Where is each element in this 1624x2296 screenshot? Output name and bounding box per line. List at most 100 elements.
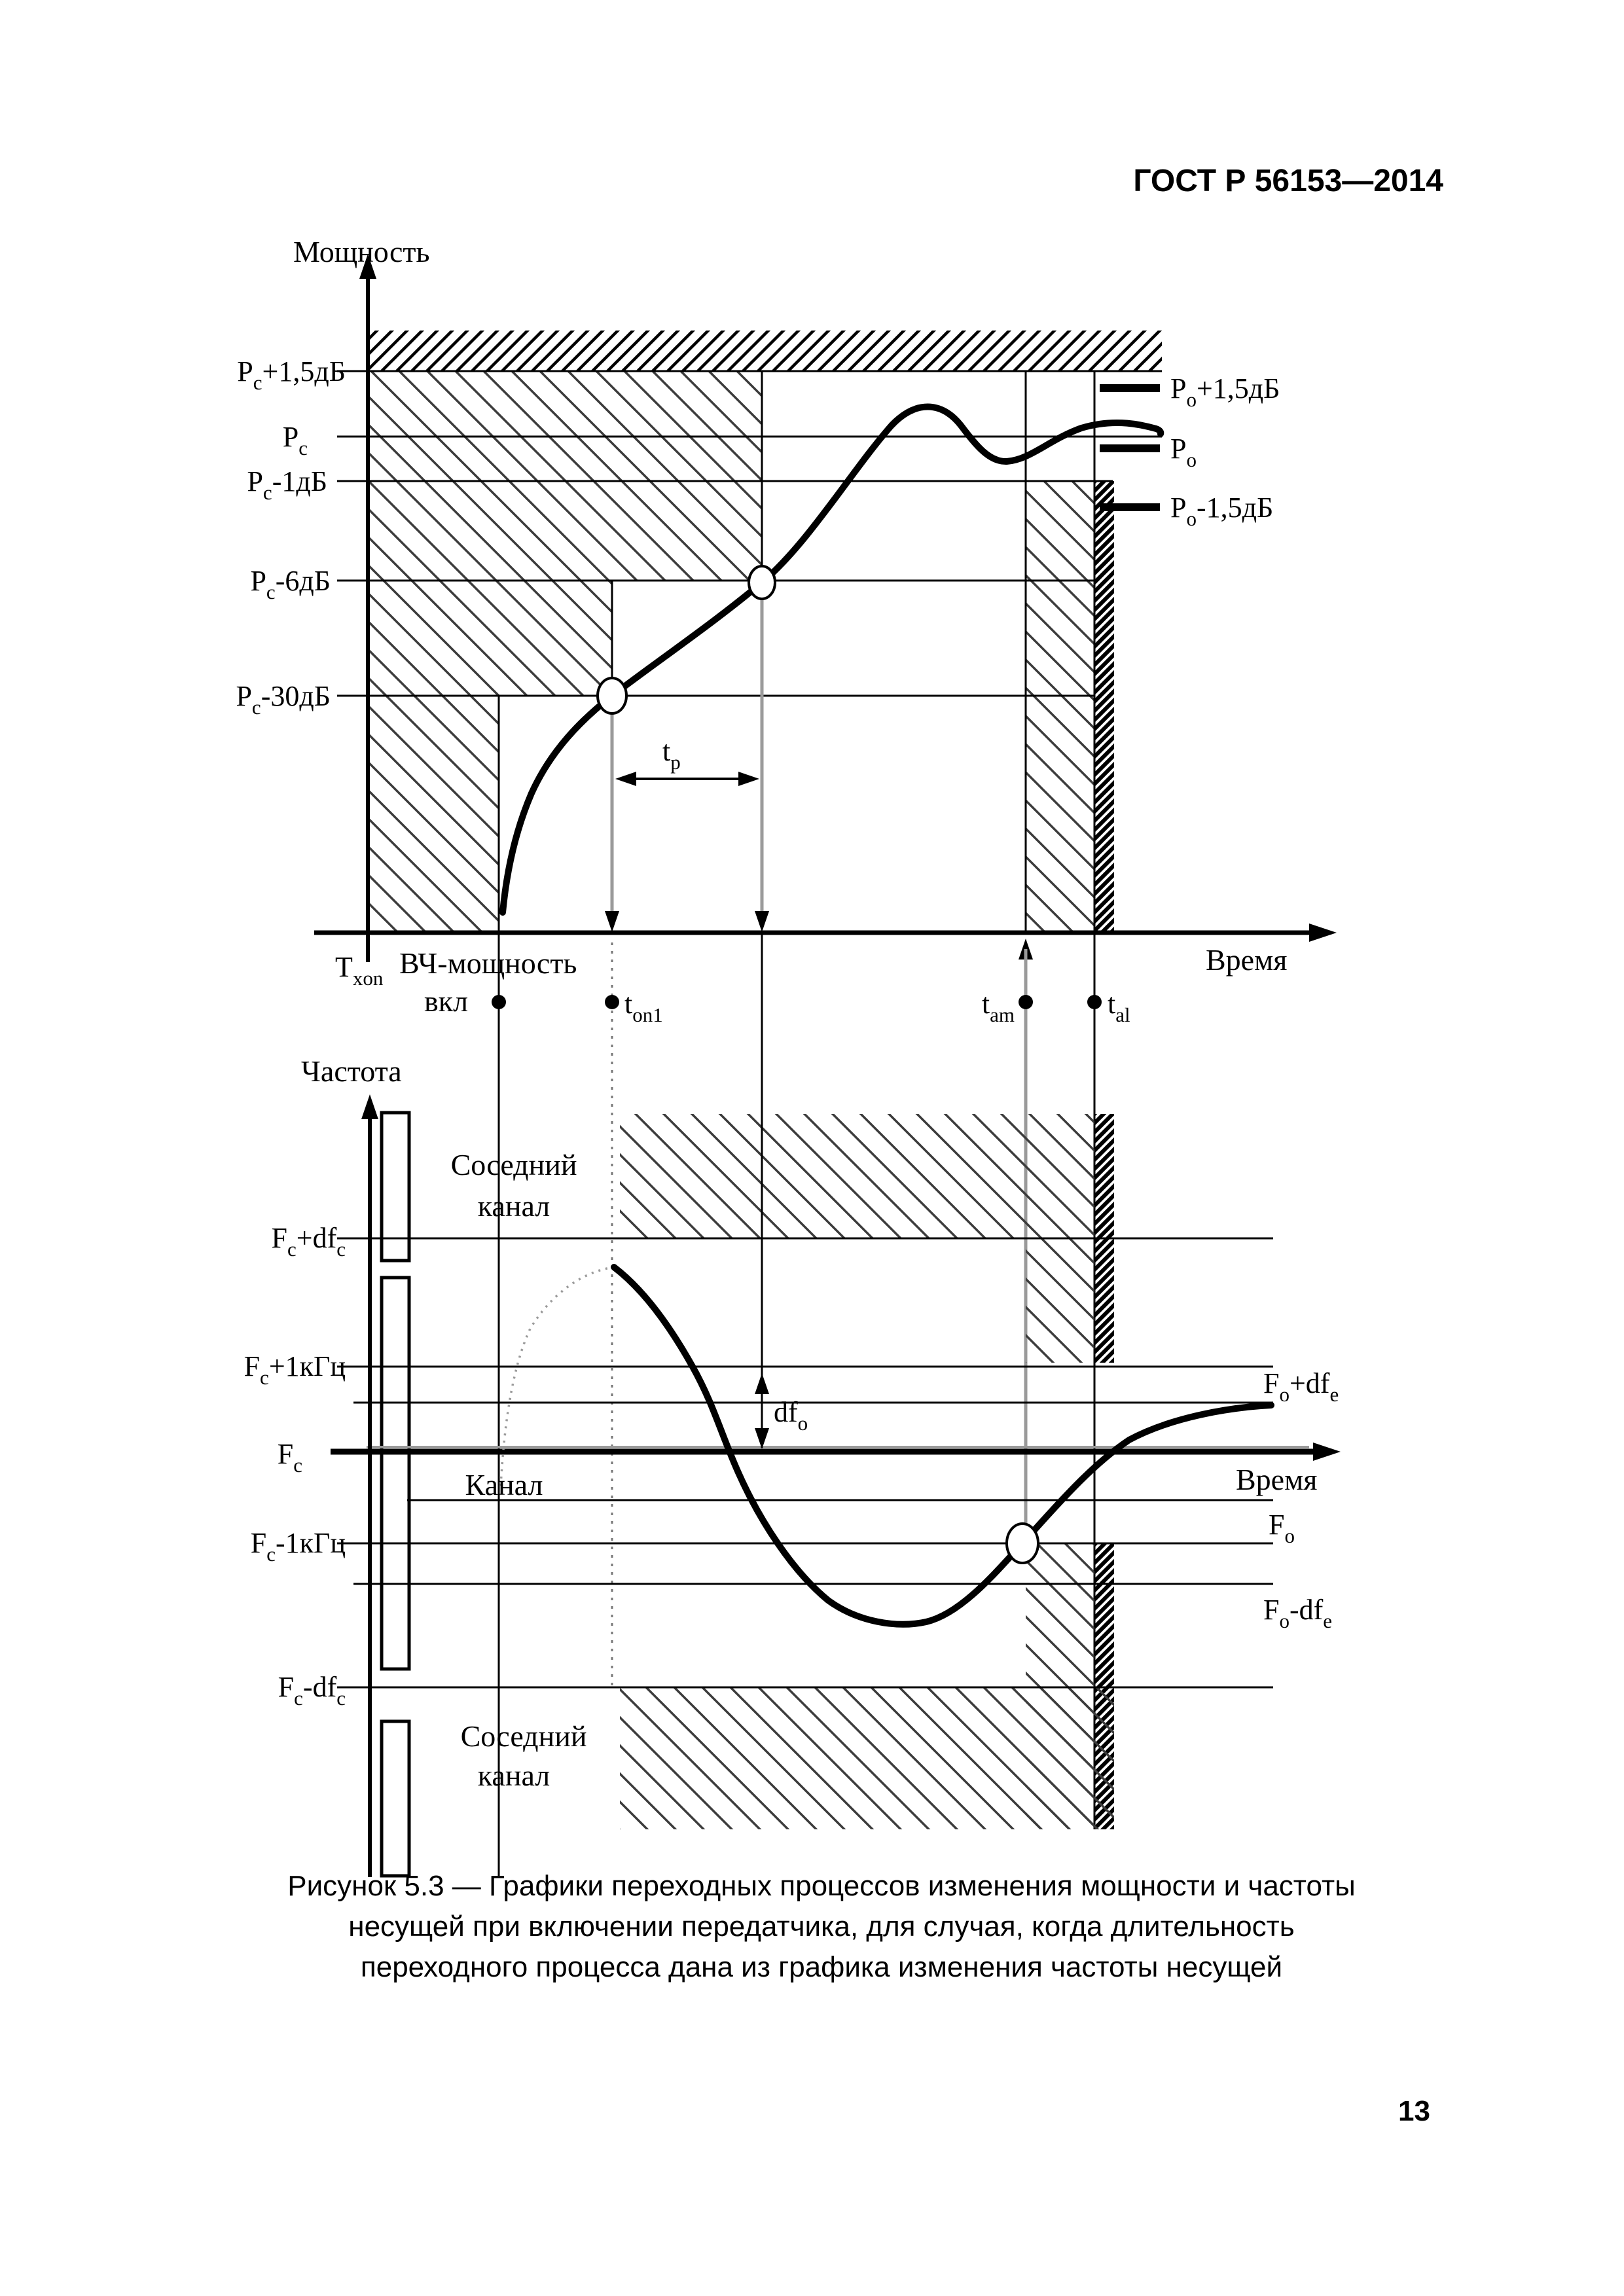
caption-line-2: несущей при включении передатчика, для с… xyxy=(348,1910,1294,1943)
adjacent-channel-top-bar xyxy=(380,1111,411,1263)
tal-sub: al xyxy=(1115,1003,1130,1026)
pc1-rest: -1дБ xyxy=(272,465,327,497)
power-y-axis-arrowhead xyxy=(359,254,376,279)
po-sub: o xyxy=(1186,448,1197,471)
ton1-down-arrowhead xyxy=(605,911,619,932)
fc-plus-dfc-label: Fc+dfc xyxy=(272,1222,346,1261)
fcdfcp-rest: +df xyxy=(297,1222,337,1254)
tam-bullet xyxy=(1019,995,1033,1009)
fo-sub: o xyxy=(1284,1524,1295,1547)
pc6-rest: -6дБ xyxy=(276,565,331,597)
freq-curve xyxy=(611,1264,1274,1628)
power-right-mask-hatch xyxy=(1026,481,1094,933)
freq-curve-dotted-rise xyxy=(499,1266,615,1486)
tp-end-down-arrowhead xyxy=(755,911,769,932)
pc15-rest: +1,5дБ xyxy=(262,355,346,387)
fodfep-sub2: e xyxy=(1329,1383,1339,1406)
fcdfcp-sub2: c xyxy=(336,1238,346,1261)
fodfep-sub: o xyxy=(1279,1383,1290,1406)
fc1km-rest: -1кГц xyxy=(276,1527,346,1559)
power-left-mask-hatch xyxy=(368,371,762,933)
po15m-base: P xyxy=(1170,492,1186,524)
fcdfcm-sub2: c xyxy=(336,1687,346,1710)
frequency-chart: Частота Время Fc+dfc Fc+1кГц Fc Fc-1кГц … xyxy=(244,933,1341,1878)
pc15-base: P xyxy=(237,355,253,387)
fc-sub: c xyxy=(293,1454,302,1477)
pc-minus-1db-label: Pc-1дБ xyxy=(247,465,327,504)
fc-base: F xyxy=(278,1438,293,1470)
adjacent-channel-bottom-label-1: Соседний xyxy=(461,1719,587,1753)
tal-label: tal xyxy=(1108,988,1130,1026)
ton1-sub: on1 xyxy=(632,1003,663,1026)
pc15-sub: c xyxy=(253,371,262,394)
channel-label: Канал xyxy=(465,1468,543,1501)
fc-minus-1khz-label: Fc-1кГц xyxy=(251,1527,346,1566)
po15-rest: +1,5дБ xyxy=(1197,372,1280,404)
power-chart: Мощность Время Pc+1,5дБ Pc Pc-1дБ Pc-6дБ… xyxy=(236,235,1337,1876)
pc-label: Pc xyxy=(283,421,308,459)
adjacent-channel-bottom-bar xyxy=(380,1719,411,1878)
dfo-up-arrowhead xyxy=(755,1373,769,1394)
po-plus-1-5db-label: Po+1,5дБ xyxy=(1170,372,1280,411)
tam-label: tam xyxy=(982,988,1015,1026)
tp-sub: p xyxy=(670,751,681,774)
dfo-base: df xyxy=(774,1396,798,1428)
tp-arrow-left-head xyxy=(615,772,636,786)
page-header: ГОСТ Р 56153—2014 xyxy=(1133,164,1443,198)
adjacent-channel-bottom-label-2: канал xyxy=(478,1759,550,1792)
power-y-axis-label: Мощность xyxy=(293,235,429,268)
figure-caption: Рисунок 5.3 — Графики переходных процесс… xyxy=(287,1870,1355,1983)
power-curve xyxy=(499,403,1164,916)
fc-minus-dfc-label: Fc-dfc xyxy=(278,1671,346,1710)
po15m-sub: o xyxy=(1186,507,1197,530)
fodfem-base: F xyxy=(1263,1594,1279,1626)
freq-adjacent-bottom-hatch xyxy=(620,1687,1114,1829)
po15m-rest: -1,5дБ xyxy=(1197,492,1273,524)
fc-label: Fc xyxy=(278,1438,302,1477)
fo-base: F xyxy=(1269,1509,1284,1541)
fcdfcp-base: F xyxy=(272,1222,287,1254)
fc1kp-rest: +1кГц xyxy=(269,1350,346,1382)
po-minus-1-5db-label: Po-1,5дБ xyxy=(1170,492,1273,530)
vkl-label: вкл xyxy=(424,984,468,1018)
pc1-sub: c xyxy=(263,481,272,504)
vch-power-label: ВЧ-мощность xyxy=(399,946,577,980)
pc-plus-1-5db-label: Pc+1,5дБ xyxy=(237,355,346,394)
fodfem-sub: o xyxy=(1279,1609,1290,1632)
fcdfcm-base: F xyxy=(278,1671,294,1703)
power-x-axis-arrowhead xyxy=(1309,924,1337,942)
fc-plus-1khz-label: Fc+1кГц xyxy=(244,1350,346,1389)
po15-sub: o xyxy=(1186,388,1197,411)
pc-minus-30db-label: Pc-30дБ xyxy=(236,680,331,719)
pc6-base: P xyxy=(250,565,266,597)
pc-minus-6db-label: Pc-6дБ xyxy=(250,565,331,603)
txon-sub: xon xyxy=(353,967,384,990)
freq-y-axis-label: Частота xyxy=(301,1054,402,1088)
ton1-label: ton1 xyxy=(624,988,663,1026)
freq-x-axis-label: Время xyxy=(1236,1463,1317,1496)
pc-minus-30db-crossing-circle xyxy=(596,677,628,715)
pc30-base: P xyxy=(236,680,251,712)
po15-base: P xyxy=(1170,372,1186,404)
adjacent-channel-top-label-1: Соседний xyxy=(451,1148,577,1181)
tal-bullet xyxy=(1087,995,1102,1009)
freq-x-axis-arrowhead xyxy=(1313,1443,1341,1461)
pc1-base: P xyxy=(247,465,262,497)
dfo-down-arrowhead xyxy=(755,1428,769,1449)
fo-label: Fo xyxy=(1269,1509,1295,1547)
fodfem-rest: -df xyxy=(1290,1594,1324,1626)
power-upper-limit-hatch xyxy=(368,331,1162,371)
fo-plus-dfe-label: Fo+dfe xyxy=(1263,1367,1339,1406)
freq-adjacent-top-hatch xyxy=(620,1114,1026,1238)
pc6-sub: c xyxy=(266,581,276,603)
fodfem-sub2: e xyxy=(1323,1609,1332,1632)
fcdfcm-sub: c xyxy=(294,1687,303,1710)
fodfep-rest: +df xyxy=(1290,1367,1330,1399)
power-right-dense-hatch xyxy=(1094,481,1114,933)
pc30-rest: -30дБ xyxy=(261,680,331,712)
pc-minus-6db-crossing-circle xyxy=(748,565,776,600)
adjacent-channel-top-label-2: канал xyxy=(478,1189,550,1223)
pc-sub: c xyxy=(298,437,308,459)
fcdfcp-sub: c xyxy=(287,1238,297,1261)
